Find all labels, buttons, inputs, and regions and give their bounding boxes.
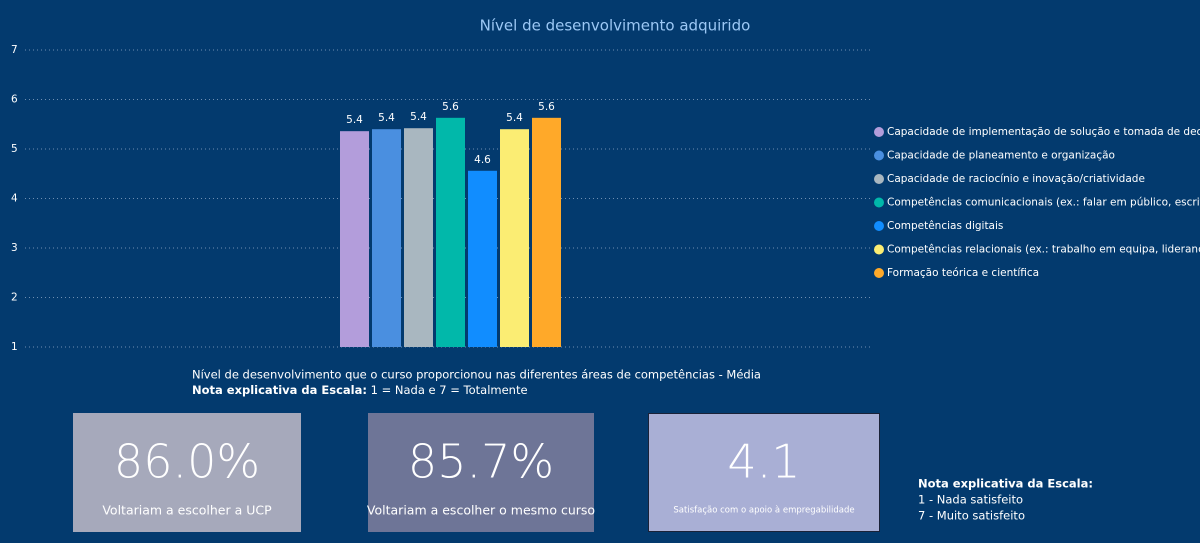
bar (500, 129, 529, 347)
y-tick-label: 6 (11, 94, 18, 106)
card (73, 413, 301, 532)
card-label: Voltariam a escolher o mesmo curso (367, 503, 595, 518)
legend-label: Capacidade de raciocínio e inovação/cria… (887, 173, 1145, 185)
legend-label: Formação teórica e científica (887, 267, 1039, 279)
scale-note: Nota explicativa da Escala: 1 = Nada e 7… (192, 383, 528, 397)
legend-label: Capacidade de implementação de solução e… (887, 126, 1200, 138)
card (368, 413, 594, 532)
bar (532, 117, 561, 347)
y-tick-label: 7 (11, 44, 18, 56)
data-label: 5.4 (506, 112, 523, 124)
legend-swatch (874, 221, 884, 231)
legend-swatch (874, 244, 884, 255)
legend-swatch (874, 150, 884, 161)
chart-caption: Nível de desenvolvimento que o curso pro… (192, 368, 761, 382)
data-label: 5.4 (410, 111, 427, 123)
note-line: 7 - Muito satisfeito (918, 509, 1025, 523)
data-label: 5.4 (378, 112, 395, 124)
bar (468, 170, 497, 347)
note-line: 1 - Nada satisfeito (918, 493, 1023, 507)
scale-note-text: 1 = Nada e 7 = Totalmente (367, 383, 528, 397)
card (648, 413, 880, 532)
legend-label: Competências digitais (887, 220, 1003, 232)
y-tick-label: 2 (11, 292, 18, 304)
data-label: 5.6 (442, 101, 459, 113)
note-title: Nota explicativa da Escala: (918, 477, 1093, 491)
legend-label: Competências comunicacionais (ex.: falar… (887, 197, 1200, 209)
card-value: 85.7% (408, 435, 554, 489)
legend-swatch (874, 127, 884, 137)
bar (436, 117, 465, 347)
bar (372, 129, 401, 347)
data-label: 5.4 (346, 114, 363, 126)
y-tick-label: 1 (11, 341, 18, 353)
card-value: 4.1 (727, 435, 800, 489)
data-label: 5.6 (538, 101, 555, 113)
legend-swatch (874, 197, 884, 208)
card-value: 86.0% (114, 435, 260, 489)
legend-label: Competências relacionais (ex.: trabalho … (887, 244, 1200, 256)
card-label: Satisfação com o apoio à empregabilidade (673, 506, 854, 516)
y-tick-label: 5 (11, 143, 18, 155)
legend-swatch (874, 268, 884, 278)
legend-swatch (874, 174, 884, 184)
chart-title: Nível de desenvolvimento adquirido (480, 17, 751, 35)
y-tick-label: 3 (11, 242, 18, 254)
data-label: 4.6 (474, 154, 491, 166)
bar (340, 131, 369, 347)
bar (404, 128, 433, 347)
scale-note-label: Nota explicativa da Escala: (192, 383, 367, 397)
legend-label: Capacidade de planeamento e organização (887, 150, 1115, 162)
card-label: Voltariam a escolher a UCP (102, 503, 272, 518)
y-tick-label: 4 (11, 193, 18, 205)
